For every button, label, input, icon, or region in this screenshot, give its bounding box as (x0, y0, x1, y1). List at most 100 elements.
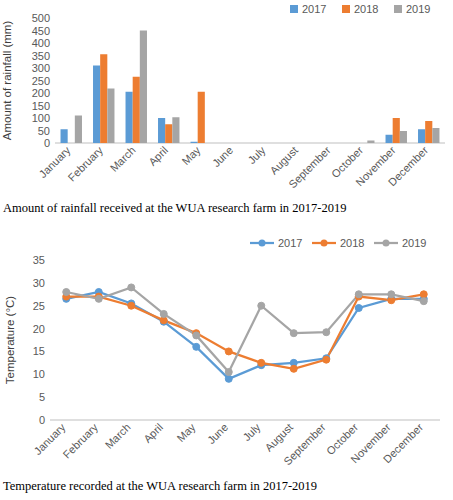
marker (160, 310, 167, 317)
x-tick-label: June (205, 421, 230, 446)
tick-mark (52, 130, 55, 131)
figure: 050100150200250300350400450500Amount of … (0, 0, 453, 500)
legend-swatch (394, 5, 402, 13)
marker (128, 302, 135, 309)
bar (107, 89, 114, 144)
tick-mark (52, 105, 55, 106)
bar (126, 92, 133, 143)
bar (237, 143, 244, 144)
x-tick-label: April (141, 421, 165, 445)
bar (61, 129, 68, 143)
bar (328, 143, 335, 144)
legend-marker (259, 240, 266, 247)
bar (367, 141, 374, 144)
x-tick-label: July (245, 144, 268, 167)
bar (418, 129, 425, 143)
bar (288, 143, 295, 144)
y-tick-label: 400 (32, 37, 50, 49)
marker (258, 302, 265, 309)
caption: Temperature recorded at the WUA research… (3, 479, 317, 493)
bar (133, 77, 140, 143)
marker (290, 365, 297, 372)
caption: Amount of rainfall received at the WUA r… (3, 201, 346, 215)
x-tick-label: December (381, 421, 426, 466)
marker (290, 330, 297, 337)
marker (420, 298, 427, 305)
y-tick-label: 200 (32, 87, 50, 99)
bar (256, 143, 263, 144)
y-tick-label: 250 (32, 75, 50, 87)
bar (432, 128, 439, 143)
tick-mark (47, 260, 50, 261)
line (66, 294, 424, 369)
bar (386, 135, 393, 143)
bar (75, 116, 82, 144)
bar (400, 131, 407, 143)
legend-swatch (342, 5, 350, 13)
marker (225, 348, 232, 355)
tick-mark (47, 351, 50, 352)
legend-label: 2018 (340, 237, 364, 249)
legend-swatch (290, 5, 298, 13)
x-tick-label: February (66, 144, 106, 184)
marker (128, 284, 135, 291)
bar (93, 66, 100, 144)
bar (353, 143, 360, 144)
bar (140, 31, 147, 144)
x-tick-label: May (174, 421, 198, 445)
legend-label: 2019 (402, 237, 426, 249)
bar (172, 117, 179, 143)
x-tick-label: May (179, 144, 203, 168)
marker (63, 289, 70, 296)
tick-mark (52, 68, 55, 69)
marker (258, 359, 265, 366)
x-tick-label: December (386, 144, 431, 189)
bar (100, 54, 107, 143)
bar (230, 143, 237, 144)
marker (225, 375, 232, 382)
bar (165, 124, 172, 143)
tick-mark (52, 118, 55, 119)
marker (323, 356, 330, 363)
marker (193, 343, 200, 350)
tick-mark (52, 18, 55, 19)
legend-marker (383, 240, 390, 247)
bar (295, 143, 302, 144)
y-tick-label: 5 (39, 391, 45, 403)
marker (388, 291, 395, 298)
bar (360, 143, 367, 144)
y-tick-label: 100 (32, 112, 50, 124)
y-tick-label: 300 (32, 62, 50, 74)
tick-mark (47, 420, 50, 421)
bar (321, 143, 328, 144)
tick-mark (47, 397, 50, 398)
bar (270, 143, 277, 144)
tick-mark (52, 30, 55, 31)
bar (393, 118, 400, 143)
bar (263, 143, 270, 144)
x-tick-label: July (240, 421, 263, 444)
marker (355, 291, 362, 298)
line (66, 287, 424, 372)
tick-mark (52, 80, 55, 81)
marker (95, 295, 102, 302)
x-tick-label: June (210, 144, 235, 169)
x-tick-label: February (61, 421, 101, 461)
line (66, 292, 424, 379)
tick-mark (47, 374, 50, 375)
marker (355, 305, 362, 312)
marker (420, 291, 427, 298)
marker (225, 369, 232, 376)
bar (302, 143, 309, 144)
bar (68, 143, 75, 144)
y-tick-label: 50 (38, 125, 50, 137)
bar (158, 118, 165, 143)
legend-marker (321, 240, 328, 247)
plot-area (63, 284, 428, 382)
bar (425, 121, 432, 143)
marker (323, 329, 330, 336)
tick-mark (52, 93, 55, 94)
marker (193, 332, 200, 339)
x-tick-label: September (281, 421, 328, 468)
tick-mark (52, 55, 55, 56)
